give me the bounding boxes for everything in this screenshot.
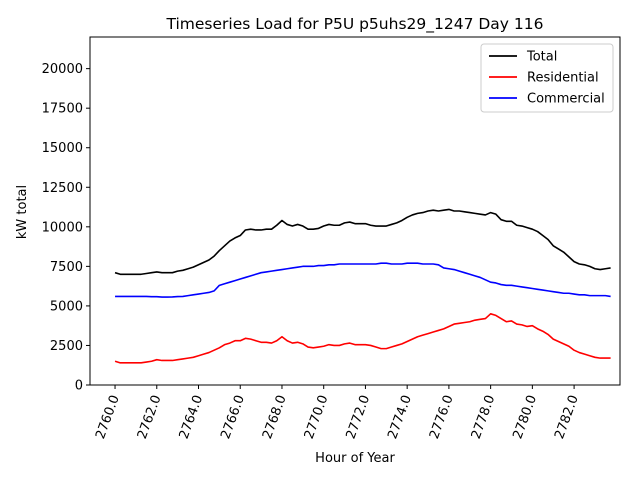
y-tick-label: 12500 — [42, 181, 83, 196]
x-axis-label: Hour of Year — [315, 451, 395, 466]
legend-box — [480, 43, 614, 113]
y-axis-label: kW total — [15, 185, 30, 239]
y-tick-label: 5000 — [50, 299, 83, 314]
legend-label-total: Total — [526, 50, 557, 65]
y-tick-label: 2500 — [50, 339, 83, 354]
y-tick-label: 20000 — [42, 62, 83, 77]
legend-label-residential: Residential — [527, 71, 599, 86]
plot-frame — [89, 36, 621, 386]
series-line-commercial — [115, 262, 611, 298]
y-tick-label: 10000 — [42, 220, 83, 235]
series-line-residential — [114, 313, 611, 364]
y-tick-label: 15000 — [42, 141, 83, 156]
y-tick-label: 0 — [75, 379, 83, 394]
y-tick-label: 17500 — [42, 102, 83, 117]
series-lines — [114, 208, 611, 364]
series-line-total — [114, 208, 611, 276]
chart-title: Timeseries Load for P5U p5uhs29_1247 Day… — [166, 15, 544, 34]
legend-label-commercial: Commercial — [527, 92, 605, 107]
legend: Total Residential Commercial — [480, 43, 614, 113]
y-tick-label: 7500 — [50, 260, 83, 275]
plot-area — [89, 36, 621, 386]
y-axis-ticks: 0 2500 5000 7500 10000 12500 15000 17500 20000 — [42, 62, 90, 394]
